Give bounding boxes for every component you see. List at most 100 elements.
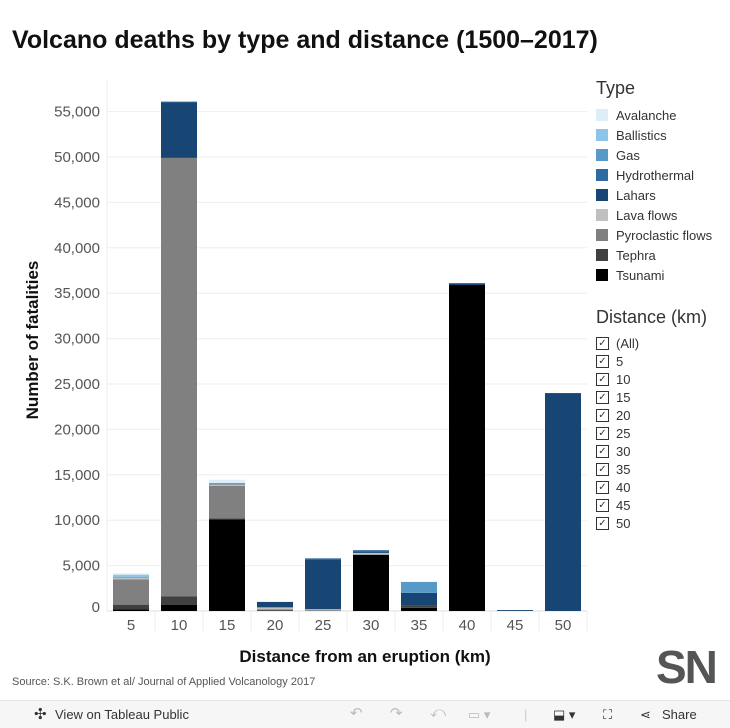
refresh-icon[interactable]: ▭ ▾ <box>468 707 490 723</box>
y-tick-label: 55,000 <box>54 104 100 121</box>
legend-item[interactable]: Tephra <box>596 245 712 265</box>
checkbox-label: (All) <box>616 336 639 351</box>
distance-checkbox-item[interactable]: ✓35 <box>596 460 707 478</box>
distance-checkbox-item[interactable]: ✓10 <box>596 370 707 388</box>
checkbox-checked-icon[interactable]: ✓ <box>596 409 609 422</box>
bar-segment-tephra[interactable] <box>113 605 149 610</box>
checkbox-checked-icon[interactable]: ✓ <box>596 373 609 386</box>
bar-segment-avalanche[interactable] <box>209 480 245 484</box>
bar-segment-avalanche[interactable] <box>113 573 149 574</box>
bar-segment-lava-flows[interactable] <box>353 553 389 555</box>
checkbox-checked-icon[interactable]: ✓ <box>596 499 609 512</box>
bar-segment-lahars[interactable] <box>257 602 293 607</box>
x-tick-label: 35 <box>411 617 428 634</box>
bar-segment-lava-flows[interactable] <box>305 609 341 610</box>
redo-icon[interactable]: ↷ <box>390 704 403 722</box>
bar-segment-lahars[interactable] <box>545 393 581 611</box>
bar-segment-hydrothermal[interactable] <box>305 558 341 559</box>
bar-segment-ballistics[interactable] <box>113 575 149 578</box>
distance-checkbox-item[interactable]: ✓ 20 <box>596 406 707 424</box>
revert-icon[interactable]: ⤺ <box>430 704 446 721</box>
checkbox-checked-icon[interactable]: ✓ <box>596 481 609 494</box>
distance-checkbox-item[interactable]: ✓ (All) <box>596 334 707 352</box>
bar-segment-tsunami[interactable] <box>209 519 245 611</box>
bar-segment-tephra[interactable] <box>209 518 245 519</box>
bar-segment-lava-flows[interactable] <box>113 578 149 579</box>
legend-item[interactable]: Pyroclastic flows <box>596 225 712 245</box>
distance-checkbox-item[interactable]: ✓30 <box>596 442 707 460</box>
bar-segment-pyroclastic-flows[interactable] <box>305 610 341 611</box>
share-button[interactable]: Share <box>662 707 697 722</box>
bar-segment-tsunami[interactable] <box>113 609 149 611</box>
bar-segment-tsunami[interactable] <box>401 608 437 611</box>
distance-checkbox-item[interactable]: ✓ 15 <box>596 388 707 406</box>
bar-segment-lava-flows[interactable] <box>257 607 293 609</box>
checkbox-label: 20 <box>616 408 630 423</box>
bar-segment-lahars[interactable] <box>449 283 485 285</box>
bar-segment-lahars[interactable] <box>353 552 389 553</box>
x-tick-label: 50 <box>555 617 572 634</box>
legend-item[interactable]: Gas <box>596 145 712 165</box>
legend-item[interactable]: Avalanche <box>596 105 712 125</box>
bar-segment-lahars[interactable] <box>497 610 533 611</box>
undo-icon[interactable]: ↶ <box>350 704 363 722</box>
bar-segment-tsunami[interactable] <box>353 555 389 611</box>
bar-segment-pyroclastic-flows[interactable] <box>113 579 149 604</box>
distance-checkbox-item[interactable]: ✓ 25 <box>596 424 707 442</box>
bar-segment-tephra[interactable] <box>401 605 437 608</box>
bar-segment-hydrothermal[interactable] <box>161 102 197 103</box>
bar-segment-tsunami[interactable] <box>449 285 485 611</box>
bar-segment-pyroclastic-flows[interactable] <box>161 158 197 597</box>
legend-swatch <box>596 249 608 261</box>
bar-segment-pyroclastic-flows[interactable] <box>257 609 293 610</box>
checkbox-checked-icon[interactable]: ✓ <box>596 427 609 440</box>
download-icon[interactable]: ⬓ ▾ <box>553 707 575 723</box>
legend-swatch <box>596 189 608 201</box>
legend-label: Gas <box>616 148 640 163</box>
legend-item[interactable]: Ballistics <box>596 125 712 145</box>
distance-checkbox-item[interactable]: ✓ 45 <box>596 496 707 514</box>
checkbox-checked-icon[interactable]: ✓ <box>596 355 609 368</box>
bar-segment-lahars[interactable] <box>305 559 341 609</box>
bar-segment-lahars[interactable] <box>209 483 245 484</box>
legend-item[interactable]: Hydrothermal <box>596 165 712 185</box>
distance-filter: Distance (km) ✓(All)✓5✓10✓15✓20✓25✓30✓35… <box>596 307 707 532</box>
x-tick-label: 30 <box>363 617 380 634</box>
legend-swatch <box>596 169 608 181</box>
legend-item[interactable]: Lava flows <box>596 205 712 225</box>
bar-segment-tsunami[interactable] <box>161 605 197 611</box>
legend-swatch <box>596 209 608 221</box>
bar-segment-gas[interactable] <box>401 582 437 593</box>
bar-segment-hydrothermal[interactable] <box>353 550 389 552</box>
y-tick-label: 25,000 <box>54 376 100 393</box>
share-icon[interactable]: ⋖ <box>640 707 651 723</box>
x-tick-label: 5 <box>127 617 135 634</box>
bar-segment-pyroclastic-flows[interactable] <box>209 486 245 519</box>
checkbox-checked-icon[interactable]: ✓ <box>596 337 609 350</box>
legend-label: Pyroclastic flows <box>616 228 712 243</box>
y-axis-title: Number of fatalities <box>23 261 42 420</box>
view-on-tableau-link[interactable]: View on Tableau Public <box>55 707 189 722</box>
bar-segment-lava-flows[interactable] <box>209 484 245 485</box>
legend-item[interactable]: Tsunami <box>596 265 712 285</box>
bar-segment-lahars[interactable] <box>161 103 197 158</box>
tableau-toolbar: ✣ View on Tableau Public ↶ ↷ ⤺ ▭ ▾ | ⬓ ▾… <box>0 700 730 728</box>
distance-checkbox-item[interactable]: ✓40 <box>596 478 707 496</box>
bar-segment-lahars[interactable] <box>401 593 437 605</box>
legend-label: Avalanche <box>616 108 676 123</box>
checkbox-label: 25 <box>616 426 630 441</box>
checkbox-checked-icon[interactable]: ✓ <box>596 391 609 404</box>
fullscreen-icon[interactable]: ⛶ <box>603 707 612 723</box>
checkbox-label: 45 <box>616 498 630 513</box>
checkbox-checked-icon[interactable]: ✓ <box>596 463 609 476</box>
bar-segment-tephra[interactable] <box>161 596 197 604</box>
distance-checkbox-item[interactable]: ✓50 <box>596 514 707 532</box>
checkbox-checked-icon[interactable]: ✓ <box>596 517 609 530</box>
checkbox-label: 15 <box>616 390 630 405</box>
distance-checkbox-item[interactable]: ✓5 <box>596 352 707 370</box>
y-tick-label: 0 <box>92 599 100 616</box>
bar-segment-tephra[interactable] <box>257 610 293 611</box>
checkbox-checked-icon[interactable]: ✓ <box>596 445 609 458</box>
legend-swatch <box>596 229 608 241</box>
legend-item[interactable]: Lahars <box>596 185 712 205</box>
